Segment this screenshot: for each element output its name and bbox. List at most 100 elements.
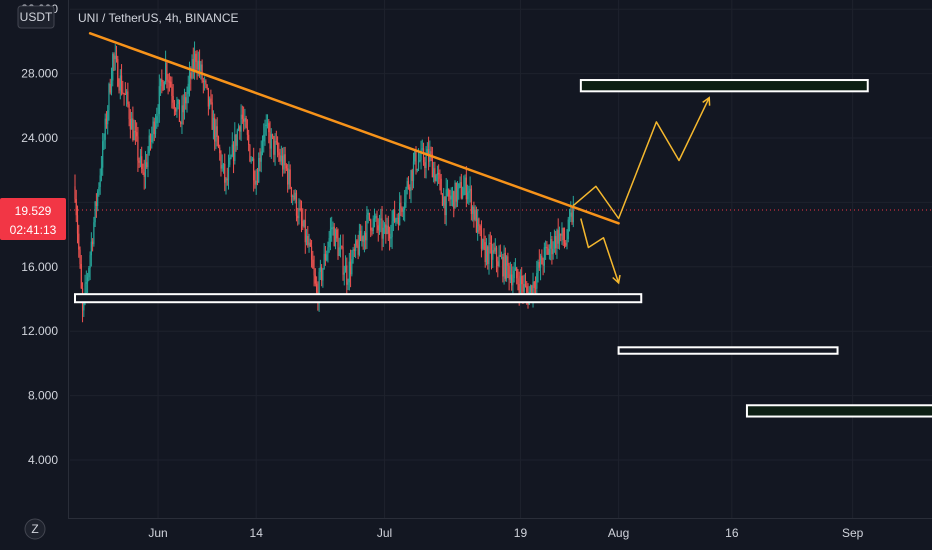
candle xyxy=(552,241,554,260)
candle xyxy=(308,233,310,253)
candle xyxy=(285,163,287,172)
candle-body xyxy=(214,117,216,142)
candle xyxy=(159,78,162,96)
candle-body xyxy=(328,237,330,248)
candle-body xyxy=(112,54,114,81)
zoom-button-frame[interactable] xyxy=(24,518,46,540)
candle-body xyxy=(377,225,379,231)
candle-body xyxy=(383,224,386,228)
candle-body xyxy=(127,91,129,105)
candle-body xyxy=(424,162,426,168)
plot-area[interactable] xyxy=(70,0,932,518)
zoom-button[interactable]: Z xyxy=(24,518,46,540)
candle xyxy=(438,164,440,184)
candle xyxy=(283,146,285,174)
candle-body xyxy=(468,191,470,193)
candle xyxy=(276,136,279,158)
zoom-button-label[interactable]: Z xyxy=(31,522,38,536)
candle xyxy=(427,136,430,171)
candle-body xyxy=(170,81,172,87)
candle xyxy=(232,141,235,174)
candle-body xyxy=(83,296,85,311)
candle xyxy=(204,76,206,91)
zone-lower-target-1[interactable] xyxy=(617,346,839,355)
candle xyxy=(382,220,384,247)
candle xyxy=(274,133,276,166)
candle-body xyxy=(351,259,353,275)
candle-body xyxy=(207,88,209,107)
candle-body xyxy=(198,60,201,71)
candle-body xyxy=(319,267,321,272)
candle-body xyxy=(545,246,547,248)
candle xyxy=(326,250,328,262)
candle-body xyxy=(425,154,427,168)
candle-body xyxy=(76,215,79,234)
zone-lower-target-2[interactable] xyxy=(745,404,932,418)
candle xyxy=(463,175,465,196)
bullish-forecast-arrow-head xyxy=(702,96,711,106)
candle xyxy=(324,246,327,266)
candle-body xyxy=(349,261,352,275)
candle-body xyxy=(220,153,222,169)
candle xyxy=(215,119,217,150)
candle-body xyxy=(125,91,128,95)
last-price-value: 19.529 xyxy=(15,204,52,218)
candle-body xyxy=(161,78,163,82)
zone-resistance-target[interactable] xyxy=(579,79,869,93)
candle xyxy=(202,77,204,94)
candle-body xyxy=(435,175,437,182)
candle-body xyxy=(446,189,449,191)
candle-body xyxy=(548,248,550,255)
zone-support[interactable] xyxy=(74,293,643,304)
candle-body xyxy=(249,144,251,162)
candle xyxy=(244,108,246,130)
currency-button-label[interactable]: USDT xyxy=(20,10,53,24)
candle-body xyxy=(553,236,556,249)
descending-trendline[interactable] xyxy=(88,32,620,225)
candle xyxy=(269,121,271,158)
candle xyxy=(503,245,505,285)
candle-body xyxy=(103,139,105,142)
candle xyxy=(212,110,215,140)
time-axis[interactable]: Jun14Jul19Aug16Sep13 xyxy=(148,526,932,540)
currency-button[interactable]: USDT xyxy=(17,5,55,29)
candle xyxy=(480,220,483,258)
candle-body xyxy=(353,249,355,251)
candle-body xyxy=(98,186,100,192)
candle-body xyxy=(80,264,82,289)
candle xyxy=(79,246,81,269)
candle-body xyxy=(333,226,335,247)
candle xyxy=(352,247,354,264)
last-price-badge: 19.529 02:41:13 xyxy=(0,198,66,240)
candle-body xyxy=(232,144,235,161)
bullish-forecast-arrow[interactable] xyxy=(572,97,710,220)
candle-body xyxy=(211,102,213,130)
candle xyxy=(239,125,241,140)
candle xyxy=(547,244,549,256)
candle xyxy=(245,115,247,129)
candle-body xyxy=(279,155,281,162)
candle-body xyxy=(402,210,405,212)
candle-body xyxy=(343,272,345,275)
candle-body xyxy=(265,124,267,127)
candle-body xyxy=(568,216,571,220)
candle xyxy=(86,272,89,294)
candle xyxy=(409,184,411,199)
currency-button-frame[interactable] xyxy=(17,5,55,29)
candle-body xyxy=(234,134,236,161)
bearish-forecast-arrow[interactable] xyxy=(580,218,620,284)
candle-body xyxy=(503,252,505,277)
candle xyxy=(270,128,272,159)
candle-body xyxy=(175,108,177,112)
candle-body xyxy=(212,117,215,130)
candle xyxy=(227,154,230,190)
candle-body xyxy=(86,277,89,283)
candle xyxy=(268,119,270,144)
candle xyxy=(566,229,568,250)
candle-body xyxy=(78,233,80,250)
candle xyxy=(450,187,452,206)
candle xyxy=(149,133,152,151)
candle xyxy=(487,245,489,270)
candle xyxy=(368,212,371,221)
